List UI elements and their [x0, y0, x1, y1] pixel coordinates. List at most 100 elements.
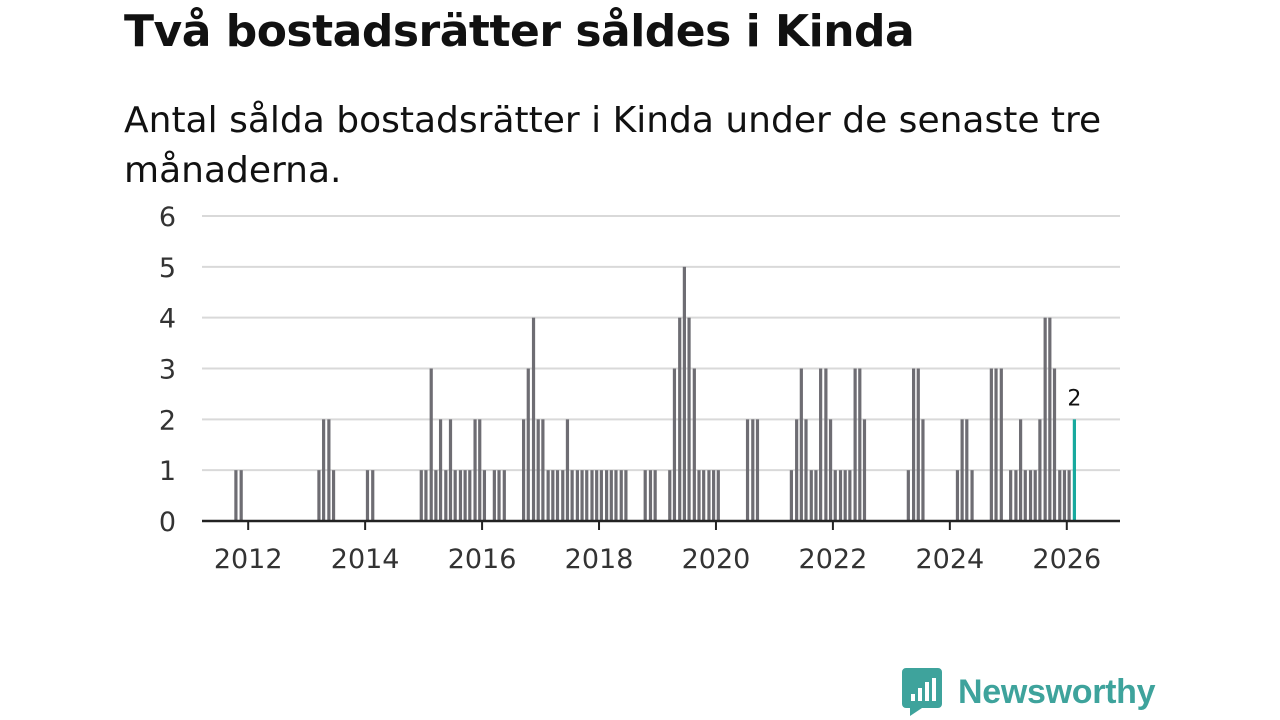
bar [619, 470, 623, 521]
bar [322, 419, 326, 521]
bar [648, 470, 653, 521]
bar [955, 470, 960, 521]
bar [682, 266, 686, 521]
bar [595, 470, 599, 521]
bar [994, 368, 998, 521]
bar [497, 470, 501, 521]
bar [541, 419, 545, 521]
bar [482, 470, 487, 521]
bar [745, 419, 750, 521]
newsworthy-logo: Newsworthy [902, 668, 1156, 716]
bar [965, 419, 969, 521]
bar [795, 419, 799, 521]
bar [609, 470, 613, 521]
bar [327, 419, 331, 521]
bar [960, 419, 964, 521]
bar [453, 470, 457, 521]
bar [526, 368, 530, 521]
bar [751, 419, 755, 521]
bar [1023, 470, 1027, 521]
bar [809, 470, 813, 521]
y-tick-label: 0 [159, 507, 176, 538]
bar [755, 419, 760, 521]
bar [605, 470, 609, 521]
bar [916, 368, 920, 521]
bar [444, 470, 448, 521]
x-tick-label: 2018 [565, 544, 634, 575]
y-tick-label: 4 [159, 304, 176, 335]
bar [234, 470, 238, 521]
bar [858, 368, 862, 521]
bar [1067, 470, 1071, 521]
bar [1018, 419, 1023, 521]
bar [862, 419, 867, 521]
y-tick-label: 2 [159, 405, 176, 436]
bar [921, 419, 925, 521]
bar [624, 470, 628, 521]
bar [590, 470, 594, 521]
bar [824, 368, 828, 521]
chart-subtitle: Antal sålda bostadsrätter i Kinda under … [124, 100, 1102, 191]
bar [473, 419, 477, 521]
bar [531, 317, 536, 521]
gridlines [202, 215, 1120, 472]
bar [448, 419, 453, 521]
y-tick-label: 5 [159, 253, 176, 284]
bar [468, 470, 472, 521]
bar [614, 470, 618, 521]
bar [429, 368, 433, 521]
newsworthy-logo-text: Newsworthy [958, 672, 1156, 711]
bar [1009, 470, 1013, 521]
x-tick-label: 2020 [682, 544, 751, 575]
bar [1014, 470, 1018, 521]
bar [853, 368, 857, 521]
bar [1028, 470, 1033, 521]
bar [317, 470, 321, 521]
bar [570, 470, 574, 521]
bar [463, 470, 467, 521]
bar [419, 470, 423, 521]
bar [575, 470, 579, 521]
bar [492, 470, 496, 521]
newsworthy-logo-icon [902, 668, 942, 716]
bar [906, 470, 910, 521]
bar [692, 368, 696, 521]
bar [970, 470, 974, 521]
x-tick-label: 2024 [915, 544, 984, 575]
bar [521, 419, 526, 521]
bar [672, 368, 677, 521]
bar [911, 368, 916, 521]
bar [702, 470, 706, 521]
bar [438, 419, 443, 521]
bar [653, 470, 657, 521]
bar [678, 317, 682, 521]
bar [536, 419, 540, 521]
bar [1043, 317, 1047, 521]
y-tick-label: 3 [159, 355, 176, 386]
bar [643, 470, 647, 521]
bar [585, 470, 589, 521]
x-tick-label: 2026 [1032, 544, 1101, 575]
bar [989, 368, 993, 521]
x-axis-ticks: 2012 2014 2016 2018 2020 2022 2024 2026 [214, 521, 1101, 575]
bar [478, 419, 482, 521]
bar [434, 470, 438, 521]
bar [999, 368, 1003, 521]
chart-title: Två bostadsrätter såldes i Kinda [124, 6, 915, 57]
bar [707, 470, 711, 521]
bar [331, 470, 336, 521]
bar [458, 470, 463, 521]
bar-chart: 0 1 2 3 4 5 6 2012 2014 2016 2018 2020 2022 2024 2026… [159, 202, 1120, 575]
bar [804, 419, 808, 521]
x-tick-label: 2014 [331, 544, 400, 575]
bar [580, 470, 584, 521]
bar [551, 470, 555, 521]
bar [371, 470, 375, 521]
bar [565, 419, 570, 521]
y-tick-label: 6 [159, 202, 176, 233]
bar [599, 470, 603, 521]
y-tick-label: 1 [159, 456, 176, 487]
bar [848, 470, 852, 521]
bar [799, 368, 803, 521]
bar [819, 368, 823, 521]
